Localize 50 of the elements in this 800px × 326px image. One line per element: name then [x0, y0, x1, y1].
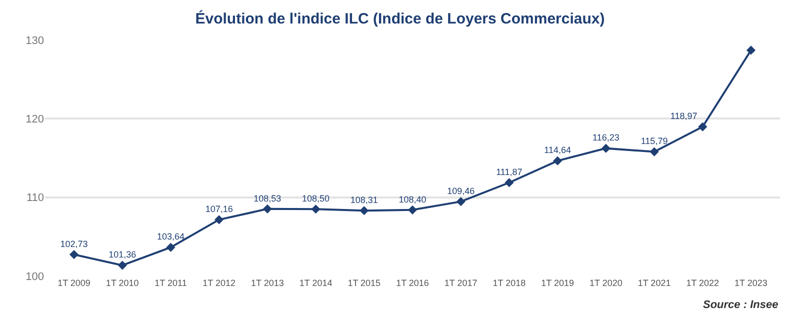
y-tick-label: 110	[26, 192, 44, 204]
x-tick-label: 1T 2015	[348, 278, 381, 288]
x-tick-label: 1T 2012	[202, 278, 236, 288]
x-tick-label: 1T 2020	[589, 278, 622, 288]
x-tick-label: 1T 2011	[154, 278, 187, 288]
data-label: 108,31	[350, 195, 378, 206]
x-tick-label: 1T 2010	[106, 278, 139, 288]
point	[746, 46, 756, 55]
y-tick-label: 130	[26, 34, 44, 47]
data-label: 102,73	[60, 238, 88, 249]
data-label: 101,36	[108, 250, 136, 260]
point	[650, 147, 659, 156]
point	[504, 178, 514, 188]
point	[408, 205, 418, 214]
data-label: 108,40	[398, 194, 426, 204]
point	[311, 204, 320, 214]
data-label: 109,46	[447, 186, 475, 196]
chart-title: Évolution de l'indice ILC (Indice de Loyers Commerciaux)	[195, 10, 605, 28]
x-tick-label: 1T 2014	[299, 278, 332, 288]
source-note: Source : Insee	[703, 299, 778, 311]
x-tick-label: 1T 2021	[638, 278, 671, 288]
x-tick-label: 1T 2016	[396, 278, 429, 288]
point	[166, 242, 176, 252]
x-tick-label: 1T 2009	[58, 278, 90, 288]
data-label: 108,50	[302, 194, 330, 204]
point	[262, 204, 272, 214]
x-tick-label: 1T 2013	[250, 278, 284, 288]
point	[456, 197, 466, 206]
data-label: 111,87	[496, 166, 522, 177]
data-label: 114,64	[544, 145, 571, 156]
x-tick-label: 1T 2022	[686, 278, 720, 288]
x-tick-label: 1T 2019	[541, 278, 574, 288]
point	[69, 250, 79, 260]
data-label: 103,64	[156, 232, 184, 242]
x-tick-label: 1T 2018	[492, 278, 526, 288]
point	[214, 215, 224, 224]
x-tick-label: 1T 2023	[734, 278, 768, 288]
data-label: 108,53	[254, 193, 282, 204]
point	[118, 260, 127, 270]
point	[553, 156, 562, 166]
point	[698, 122, 708, 132]
point	[360, 206, 369, 216]
data-label: 115,79	[640, 136, 668, 146]
data-label: 118,97	[670, 111, 698, 122]
y-tick-label: 100	[26, 270, 44, 283]
point	[601, 144, 610, 153]
y-tick-label: 120	[26, 114, 44, 126]
data-label: 116,23	[592, 132, 620, 143]
x-tick-label: 1T 2017	[444, 278, 478, 288]
data-label: 107,16	[205, 204, 233, 214]
